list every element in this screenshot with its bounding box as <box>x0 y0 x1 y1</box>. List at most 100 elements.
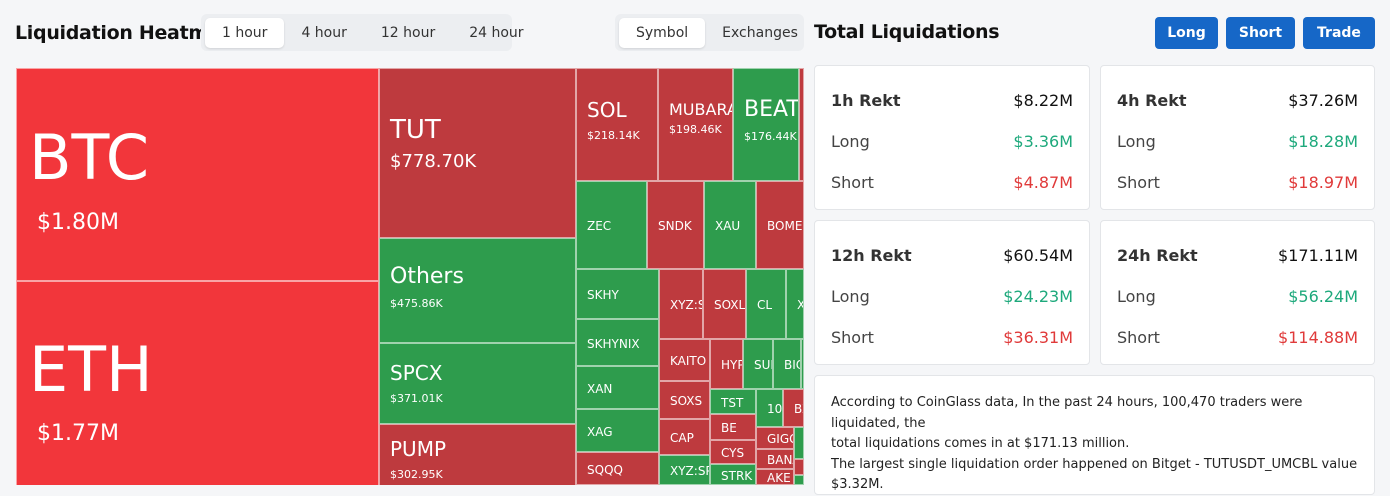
heatmap-cell-skhynix[interactable]: SKHYNIX <box>576 319 659 366</box>
cell-symbol: XYZ:SK <box>670 298 702 312</box>
cell-symbol: BZ <box>794 402 803 416</box>
summary-line: $3.32M. <box>831 477 884 492</box>
time-range-tabs: 1 hour 4 hour 12 hour 24 hour <box>201 14 524 51</box>
cell-symbol: SPCX <box>390 361 443 385</box>
heatmap-cell-others[interactable]: Others $475.86K <box>379 238 576 343</box>
total-liquidations-title: Total Liquidations <box>814 21 1000 43</box>
short-label: Short <box>831 328 874 347</box>
tab-exchanges[interactable]: Exchanges <box>722 24 798 41</box>
card-total: $8.22M <box>1013 91 1073 110</box>
heatmap-cell-hype[interactable]: HYPE <box>710 339 743 389</box>
liquidation-heatmap: BTC $1.80M ETH $1.77M TUT $778.70K Others $475.… <box>16 68 804 485</box>
tab-24-hour[interactable]: 24 hour <box>469 24 524 41</box>
heatmap-cell-bz[interactable]: BZ <box>783 389 804 427</box>
heatmap-cell-cl[interactable]: CL <box>746 269 786 339</box>
heatmap-cell-be[interactable]: BE <box>710 414 756 440</box>
heatmap-cell[interactable] <box>801 339 804 389</box>
heatmap-cell-soxl[interactable]: SOXL <box>703 269 746 339</box>
heatmap-cell-btc[interactable]: BTC $1.80M <box>16 68 379 281</box>
short-value: $36.31M <box>1003 328 1073 347</box>
rekt-card-12h: 12h Rekt $60.54M Long $24.23M Short $36.31M <box>814 220 1090 365</box>
cell-value: $1.80M <box>37 210 119 235</box>
heatmap-cell-banana[interactable]: BANANA <box>756 449 794 469</box>
heatmap-cell-bio[interactable]: BIO <box>773 339 801 389</box>
heatmap-cell-100[interactable]: 100 <box>756 389 783 427</box>
cell-symbol: BIO <box>784 358 800 372</box>
rekt-card-4h: 4h Rekt $37.26M Long $18.28M Short $18.97M <box>1100 65 1375 210</box>
cell-symbol: X <box>797 299 803 311</box>
short-button[interactable]: Short <box>1226 17 1295 49</box>
cell-symbol: XAN <box>587 382 613 396</box>
cell-symbol: BEAT <box>744 97 799 122</box>
heatmap-cell-zec[interactable]: ZEC <box>576 181 647 269</box>
card-title: 24h Rekt <box>1117 246 1198 265</box>
cell-symbol: ZEC <box>587 219 612 233</box>
cell-symbol: CYS <box>721 446 745 460</box>
cell-symbol: TUT <box>390 115 441 145</box>
heatmap-cell-soxs[interactable]: SOXS <box>659 381 710 419</box>
rekt-card-24h: 24h Rekt $171.11M Long $56.24M Short $114.8… <box>1100 220 1375 365</box>
cell-symbol: SOL <box>587 98 627 122</box>
heatmap-cell-xau[interactable]: XAU <box>704 181 756 269</box>
cell-symbol: BOME <box>767 219 803 233</box>
heatmap-cell-x[interactable]: X <box>786 269 804 339</box>
card-total: $60.54M <box>1003 246 1073 265</box>
cell-symbol: SUI <box>754 358 773 372</box>
trade-button[interactable]: Trade <box>1303 17 1375 49</box>
short-label: Short <box>831 173 874 192</box>
heatmap-cell-sqqq[interactable]: SQQQ <box>576 452 659 485</box>
tab-symbol[interactable]: Symbol <box>619 17 706 48</box>
short-value: $114.88M <box>1278 328 1358 347</box>
heatmap-cell-tst[interactable]: TST <box>710 389 756 414</box>
heatmap-cell-pump[interactable]: PUMP $302.95K <box>379 424 576 485</box>
long-label: Long <box>831 132 870 151</box>
cell-symbol: GIGGLE <box>767 432 793 446</box>
heatmap-cell-giggle[interactable]: GIGGLE <box>756 427 794 449</box>
cell-symbol: CAP <box>670 431 694 445</box>
heatmap-cell-spcx[interactable]: SPCX $371.01K <box>379 343 576 424</box>
heatmap-cell-ake[interactable]: AKE <box>756 469 794 485</box>
heatmap-cell[interactable] <box>799 68 804 181</box>
heatmap-cell-strk[interactable]: STRK <box>710 464 756 485</box>
heatmap-cell[interactable] <box>794 475 804 485</box>
liquidation-summary: According to CoinGlass data, In the past… <box>814 375 1375 495</box>
short-value: $18.97M <box>1288 173 1358 192</box>
long-value: $56.24M <box>1288 287 1358 306</box>
tab-1-hour[interactable]: 1 hour <box>205 17 285 48</box>
heatmap-cell-xyz-sk[interactable]: XYZ:SK <box>659 269 703 339</box>
heatmap-cell[interactable] <box>794 427 804 459</box>
cell-symbol: BTC <box>29 121 150 194</box>
summary-line: The largest single liquidation order hap… <box>831 456 1358 472</box>
cell-value: $475.86K <box>390 297 443 310</box>
cell-symbol: SKHYNIX <box>587 337 640 351</box>
cell-value: $1.77M <box>37 421 119 446</box>
heatmap-cell-xyz-sp[interactable]: XYZ:SP <box>659 455 710 485</box>
heatmap-cell-mubarak[interactable]: MUBARAK $198.46K <box>658 68 733 181</box>
heatmap-cell-bome[interactable]: BOME <box>756 181 804 269</box>
cell-symbol: ETH <box>29 333 153 406</box>
heatmap-cell-sol[interactable]: SOL $218.14K <box>576 68 658 181</box>
cell-symbol: KAITO <box>670 354 707 368</box>
heatmap-cell-skhy[interactable]: SKHY <box>576 269 659 319</box>
heatmap-cell-xan[interactable]: XAN <box>576 366 659 409</box>
tab-12-hour[interactable]: 12 hour <box>380 24 436 41</box>
heatmap-cell-eth[interactable]: ETH $1.77M <box>16 281 379 485</box>
cell-value: $176.44K <box>744 130 797 143</box>
card-title: 4h Rekt <box>1117 91 1187 110</box>
heatmap-cell-cys[interactable]: CYS <box>710 440 756 464</box>
tab-4-hour[interactable]: 4 hour <box>301 24 347 41</box>
cell-symbol: SOXL <box>714 298 746 312</box>
rekt-card-1h: 1h Rekt $8.22M Long $3.36M Short $4.87M <box>814 65 1090 210</box>
long-button[interactable]: Long <box>1155 17 1218 49</box>
heatmap-cell-cap[interactable]: CAP <box>659 419 710 455</box>
cell-symbol: HYPE <box>721 358 742 372</box>
heatmap-cell-tut[interactable]: TUT $778.70K <box>379 68 576 238</box>
heatmap-cell-sndk[interactable]: SNDK <box>647 181 704 269</box>
long-label: Long <box>1117 132 1156 151</box>
heatmap-cell[interactable] <box>794 459 804 475</box>
heatmap-cell-kaito[interactable]: KAITO <box>659 339 710 381</box>
heatmap-cell-xag[interactable]: XAG <box>576 409 659 452</box>
cell-symbol: BANANA <box>767 453 793 467</box>
heatmap-cell-beat[interactable]: BEAT $176.44K <box>733 68 799 181</box>
heatmap-cell-sui[interactable]: SUI <box>743 339 773 389</box>
